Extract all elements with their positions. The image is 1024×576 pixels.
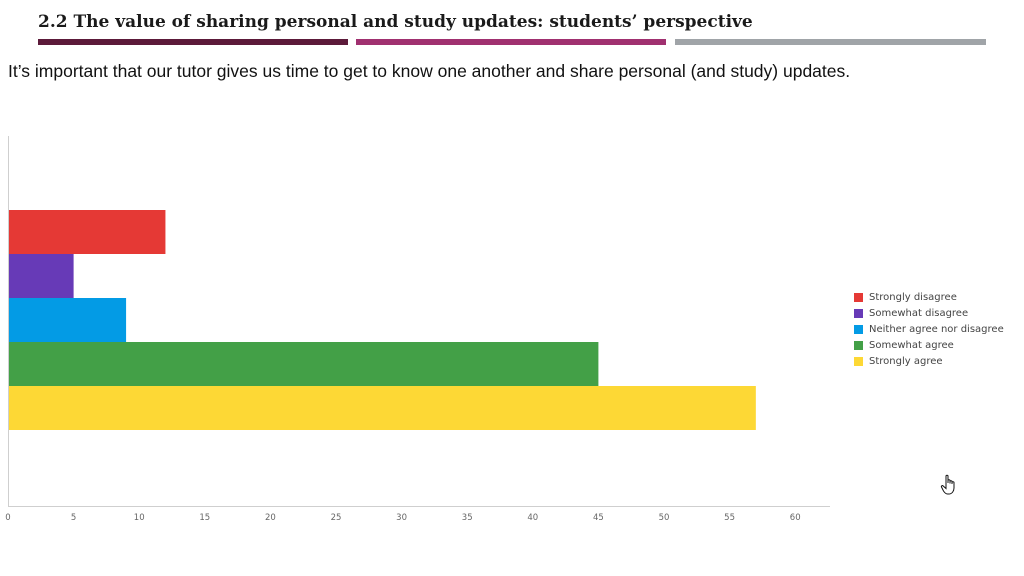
x-tick-label: 55 bbox=[724, 513, 735, 523]
x-tick-label: 40 bbox=[527, 513, 538, 523]
legend-swatch bbox=[854, 324, 863, 334]
legend-label: Strongly agree bbox=[869, 355, 943, 367]
legend-label: Somewhat disagree bbox=[869, 307, 969, 319]
legend-item: Somewhat disagree bbox=[854, 305, 1004, 321]
bar-somewhat-agree bbox=[8, 342, 599, 386]
x-tick-label: 35 bbox=[462, 513, 473, 523]
bar-strongly-disagree bbox=[8, 210, 166, 254]
x-tick-label: 25 bbox=[331, 513, 342, 523]
legend-swatch bbox=[854, 308, 863, 318]
bar-strongly-agree bbox=[8, 386, 756, 430]
x-tick-label: 0 bbox=[5, 513, 10, 523]
x-tick-label: 5 bbox=[71, 513, 76, 523]
legend-swatch bbox=[854, 292, 863, 302]
title-bar-segment-3 bbox=[675, 39, 986, 45]
legend-item: Strongly agree bbox=[854, 353, 1004, 369]
hand-pointer-icon bbox=[940, 474, 955, 495]
bar-somewhat-disagree bbox=[8, 254, 74, 298]
x-tick-label: 45 bbox=[593, 513, 604, 523]
legend-label: Strongly disagree bbox=[869, 291, 957, 303]
bar-neither-agree-nor-disagree bbox=[8, 298, 127, 342]
bar-chart: 0 5 10 15 20 25 30 35 40 45 50 55 60 bbox=[5, 136, 830, 523]
chart-legend: Strongly disagree Somewhat disagree Neithe… bbox=[854, 289, 1004, 369]
x-tick-label: 15 bbox=[199, 513, 210, 523]
x-tick-label: 10 bbox=[134, 513, 145, 523]
title-bar-segment-1 bbox=[38, 39, 348, 45]
legend-item: Neither agree nor disagree bbox=[854, 321, 1004, 337]
title-bar-segment-2 bbox=[356, 39, 666, 45]
legend-item: Somewhat agree bbox=[854, 337, 1004, 353]
legend-swatch bbox=[854, 356, 863, 366]
legend-swatch bbox=[854, 340, 863, 350]
x-tick-label: 50 bbox=[659, 513, 670, 523]
chart-question: It’s important that our tutor gives us t… bbox=[8, 61, 851, 81]
legend-label: Somewhat agree bbox=[869, 339, 954, 351]
x-tick-label: 60 bbox=[790, 513, 801, 523]
x-tick-label: 20 bbox=[265, 513, 276, 523]
legend-item: Strongly disagree bbox=[854, 289, 1004, 305]
slide-title: 2.2 The value of sharing personal and st… bbox=[38, 12, 753, 32]
x-tick-label: 30 bbox=[396, 513, 407, 523]
legend-label: Neither agree nor disagree bbox=[869, 323, 1004, 335]
